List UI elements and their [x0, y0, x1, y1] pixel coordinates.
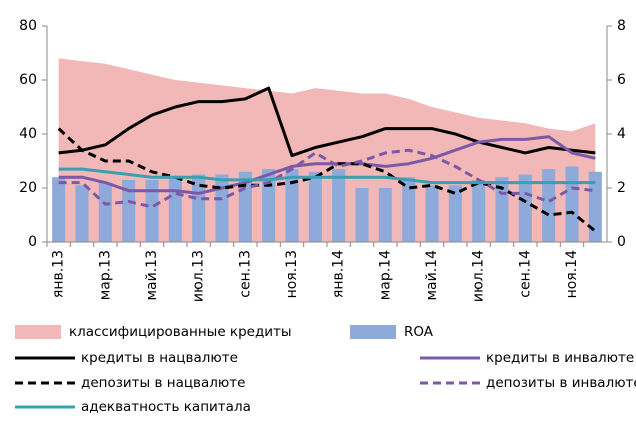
- line: [58, 135, 596, 195]
- x-tick-label: июл.13: [191, 250, 207, 302]
- bar: [285, 169, 299, 242]
- bar: [52, 177, 66, 242]
- bar: [565, 166, 579, 242]
- y-tick-label: 20: [19, 180, 37, 196]
- bar: [402, 177, 416, 242]
- bar: [542, 169, 556, 242]
- legend-label: депозиты в нацвалюте: [81, 375, 245, 391]
- bar: [215, 174, 229, 242]
- bar: [355, 188, 369, 242]
- bar: [145, 179, 159, 242]
- line: [58, 148, 596, 209]
- y-tick-label: 40: [19, 126, 37, 142]
- bar: [518, 174, 532, 242]
- x-tick-label: сен.14: [517, 250, 533, 298]
- legend-label: депозиты в инвалюте: [486, 375, 636, 391]
- bar: [168, 177, 182, 242]
- bar: [332, 169, 346, 242]
- x-tick-label: сен.13: [237, 250, 253, 298]
- x-tick-label: ноя.14: [564, 250, 580, 298]
- bar: [98, 182, 112, 242]
- y-tick-label: 0: [28, 234, 37, 250]
- legend-label: адекватность капитала: [81, 399, 251, 415]
- line: [58, 86, 596, 158]
- x-tick-label: мар.14: [377, 250, 393, 300]
- y2-tick-label: 4: [617, 126, 626, 142]
- line: [57, 127, 597, 233]
- bar: [308, 171, 322, 242]
- y2-tick-label: 0: [617, 234, 626, 250]
- legend-label: кредиты в инвалюте: [486, 350, 634, 366]
- x-tick-label: янв.14: [331, 250, 347, 298]
- legend-swatch: [350, 325, 396, 339]
- x-tick-label: мар.13: [97, 250, 113, 300]
- legend-label: классифицированные кредиты: [69, 324, 292, 340]
- legend-swatch: [15, 325, 61, 339]
- bar: [75, 185, 89, 242]
- bar: [425, 185, 439, 242]
- bar: [378, 188, 392, 242]
- line: [58, 167, 596, 185]
- legend-label: кредиты в нацвалюте: [81, 350, 238, 366]
- y2-tick-label: 2: [617, 180, 626, 196]
- x-tick-label: июл.14: [471, 250, 487, 302]
- bar: [122, 179, 136, 242]
- x-tick-label: янв.13: [51, 250, 67, 298]
- bar: [448, 185, 462, 242]
- bar: [472, 179, 486, 242]
- x-tick-label: ноя.13: [284, 250, 300, 298]
- legend-label: ROA: [404, 324, 434, 340]
- y-tick-label: 80: [19, 18, 37, 34]
- x-tick-label: май.13: [144, 250, 160, 301]
- y2-tick-label: 6: [617, 72, 626, 88]
- x-tick-label: май.14: [424, 250, 440, 301]
- y-tick-label: 60: [19, 72, 37, 88]
- y2-tick-label: 8: [617, 18, 626, 34]
- bar: [262, 169, 276, 242]
